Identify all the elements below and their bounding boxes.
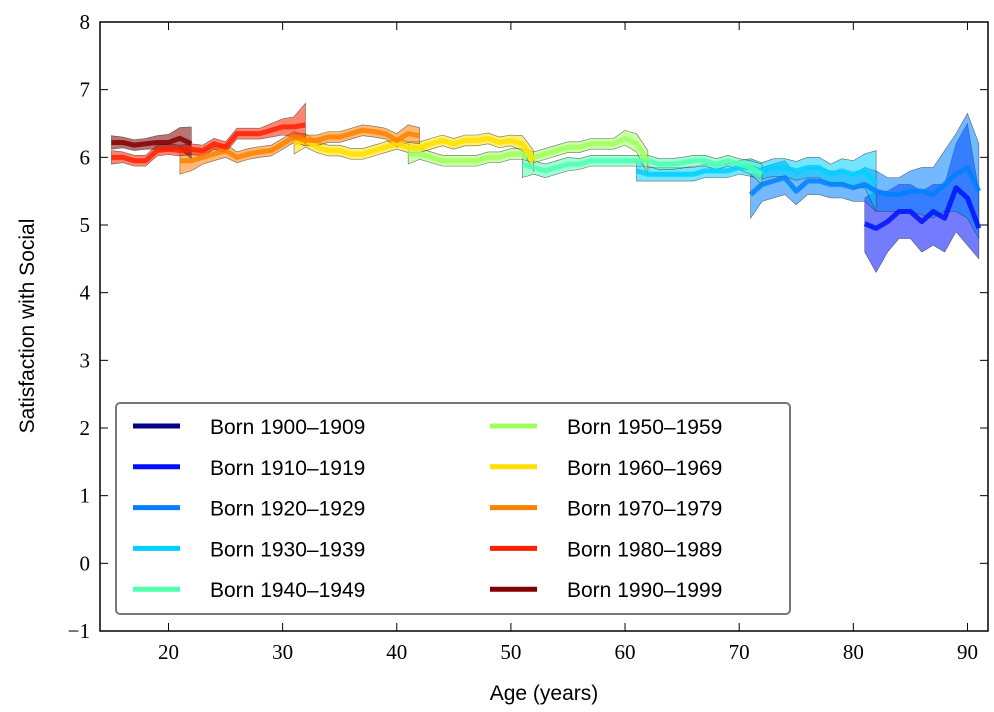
x-axis-label: Age (years) xyxy=(490,682,599,705)
legend-label: Born 1920–1929 xyxy=(210,498,365,521)
legend-label: Born 1910–1919 xyxy=(210,457,365,480)
legend-label: Born 1930–1939 xyxy=(210,538,365,561)
series-line xyxy=(111,122,306,164)
series-line xyxy=(111,135,193,148)
y-axis-label: Satisfaction with Social xyxy=(16,219,39,434)
plot-area xyxy=(111,102,982,273)
y-tick-label: 3 xyxy=(80,348,91,372)
legend-label: Born 1940–1949 xyxy=(210,579,365,602)
y-tick-label: 5 xyxy=(80,213,91,237)
plot-frame xyxy=(99,21,989,632)
legend-label: Born 1990–1999 xyxy=(567,579,722,602)
x-tick-label: 20 xyxy=(158,640,179,664)
y-tick-label: 8 xyxy=(80,10,91,34)
series-line xyxy=(863,185,982,231)
legend-label: Born 1980–1989 xyxy=(567,538,722,561)
legend-box xyxy=(115,402,791,615)
legend-label: Born 1970–1979 xyxy=(567,498,722,521)
y-tick-label: 2 xyxy=(80,416,91,440)
y-tick-label: 0 xyxy=(80,551,91,575)
x-tick-label: 70 xyxy=(729,640,750,664)
y-tick-label: 1 xyxy=(80,484,91,508)
x-tick-label: 30 xyxy=(272,640,293,664)
y-tick-label: 4 xyxy=(80,281,91,305)
legend-label: Born 1960–1969 xyxy=(567,457,722,480)
y-tick-label: 7 xyxy=(80,78,91,102)
series-line xyxy=(293,135,536,163)
x-tick-label: 80 xyxy=(843,640,864,664)
x-tick-label: 90 xyxy=(957,640,978,664)
legend-label: Born 1950–1959 xyxy=(567,416,722,439)
x-tick-label: 40 xyxy=(386,640,407,664)
x-tick-label: 50 xyxy=(500,640,521,664)
confidence-band xyxy=(179,124,420,175)
y-tick-label: 6 xyxy=(80,145,91,169)
series-line xyxy=(179,127,421,164)
series-line xyxy=(521,158,764,177)
x-tick-label: 60 xyxy=(615,640,636,664)
series-line xyxy=(748,164,982,198)
y-tick-label: −1 xyxy=(68,619,90,643)
legend-label: Born 1900–1909 xyxy=(210,416,365,439)
